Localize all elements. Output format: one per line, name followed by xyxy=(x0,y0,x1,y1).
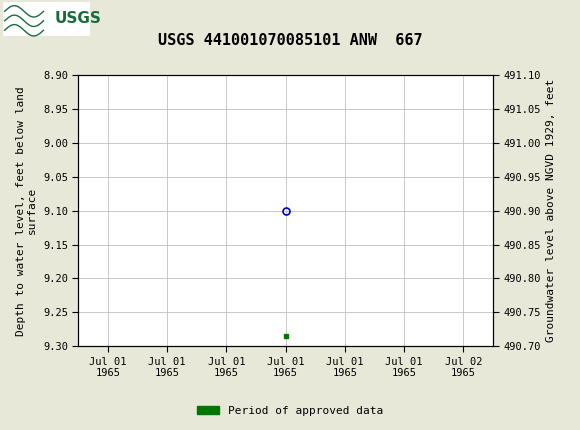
Legend: Period of approved data: Period of approved data xyxy=(193,401,387,420)
Y-axis label: Groundwater level above NGVD 1929, feet: Groundwater level above NGVD 1929, feet xyxy=(546,79,556,342)
FancyBboxPatch shape xyxy=(3,2,90,36)
Y-axis label: Depth to water level, feet below land
surface: Depth to water level, feet below land su… xyxy=(16,86,37,335)
Text: USGS: USGS xyxy=(55,12,102,26)
Text: USGS 441001070085101 ANW  667: USGS 441001070085101 ANW 667 xyxy=(158,34,422,48)
